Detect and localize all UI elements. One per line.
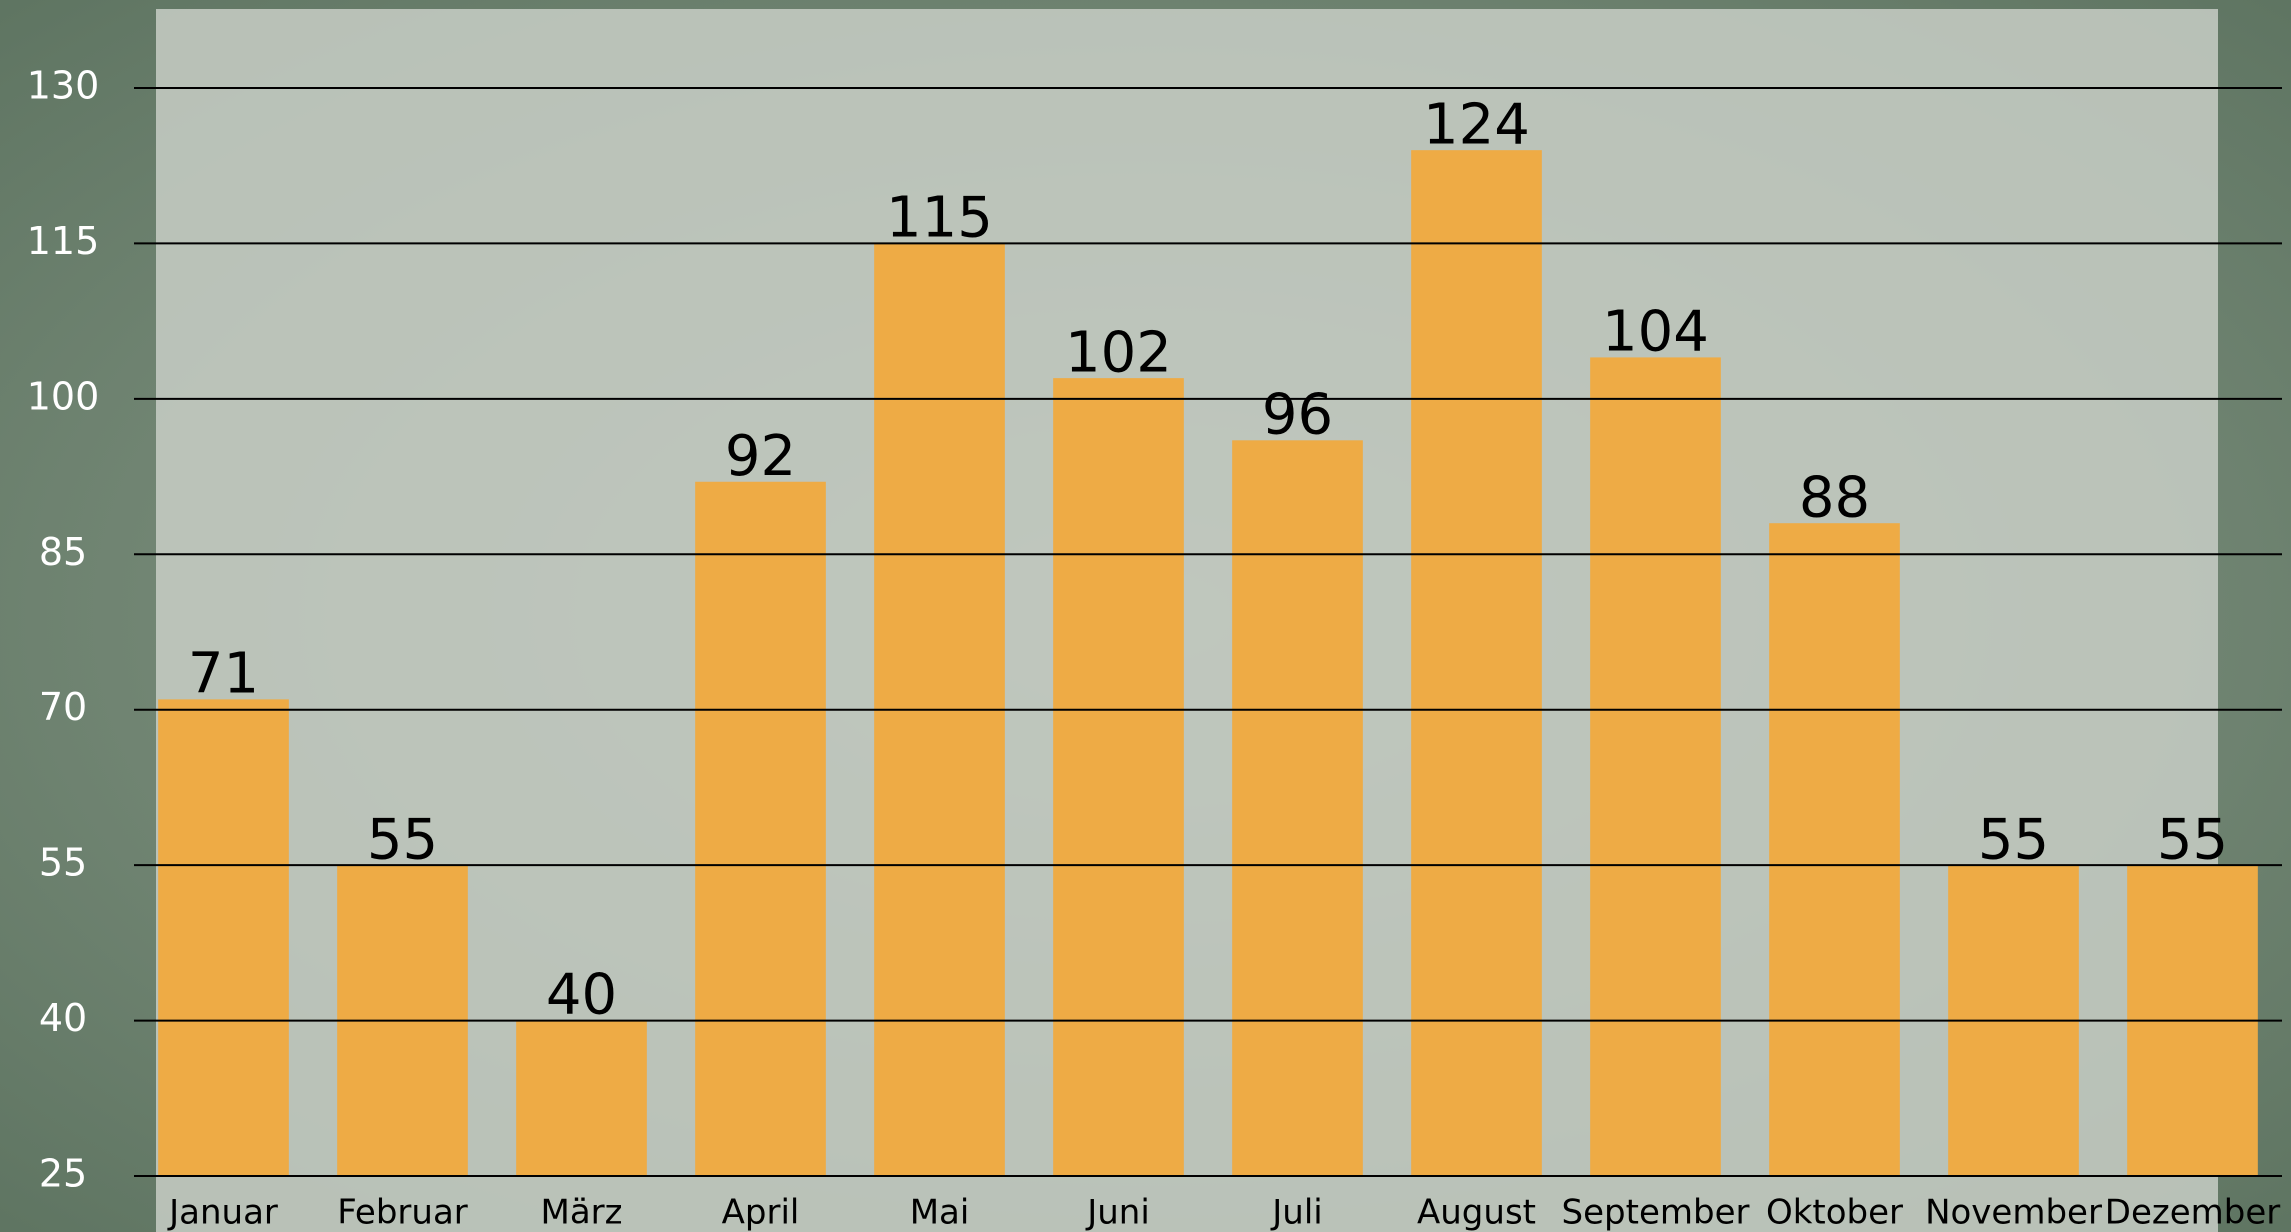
value-label: 92 bbox=[725, 424, 796, 489]
x-tick-label: Juli bbox=[1270, 1193, 1322, 1232]
value-label: 104 bbox=[1602, 300, 1709, 365]
value-label: 115 bbox=[886, 186, 993, 251]
value-label: 55 bbox=[367, 807, 438, 872]
value-label: 88 bbox=[1799, 465, 1870, 530]
bar bbox=[1590, 357, 1721, 1176]
x-tick-label: September bbox=[1562, 1193, 1750, 1232]
x-tick-label: Dezember bbox=[2105, 1193, 2280, 1232]
bar bbox=[1053, 378, 1184, 1177]
x-tick-label: August bbox=[1417, 1193, 1536, 1232]
y-tick-label: 70 bbox=[39, 685, 87, 729]
value-label: 96 bbox=[1262, 382, 1333, 447]
bar bbox=[1411, 150, 1542, 1177]
x-tick-label: Februar bbox=[337, 1193, 468, 1232]
y-tick-label: 130 bbox=[27, 64, 100, 108]
value-label: 55 bbox=[1978, 807, 2049, 872]
bar bbox=[516, 1020, 647, 1176]
value-label: 102 bbox=[1065, 320, 1172, 385]
y-tick-label: 25 bbox=[39, 1152, 87, 1196]
x-tick-label: März bbox=[541, 1193, 623, 1232]
x-tick-label: November bbox=[1925, 1193, 2102, 1232]
x-tick-label: Oktober bbox=[1766, 1193, 1903, 1232]
bar bbox=[1769, 523, 1900, 1176]
x-tick-label: Januar bbox=[167, 1193, 278, 1232]
bar bbox=[1232, 440, 1363, 1176]
y-tick-label: 40 bbox=[39, 996, 87, 1040]
value-label: 40 bbox=[546, 963, 617, 1028]
value-label: 55 bbox=[2157, 807, 2228, 872]
x-tick-label: April bbox=[722, 1193, 800, 1232]
y-tick-label: 85 bbox=[39, 530, 87, 574]
y-tick-label: 55 bbox=[39, 841, 87, 885]
y-tick-label: 115 bbox=[27, 219, 100, 263]
bar bbox=[695, 481, 826, 1176]
x-tick-label: Mai bbox=[910, 1193, 970, 1232]
value-label: 71 bbox=[188, 641, 259, 706]
bar bbox=[158, 699, 289, 1176]
y-tick-label: 100 bbox=[27, 374, 100, 418]
x-tick-label: Juni bbox=[1085, 1193, 1150, 1232]
value-label: 124 bbox=[1423, 92, 1530, 157]
